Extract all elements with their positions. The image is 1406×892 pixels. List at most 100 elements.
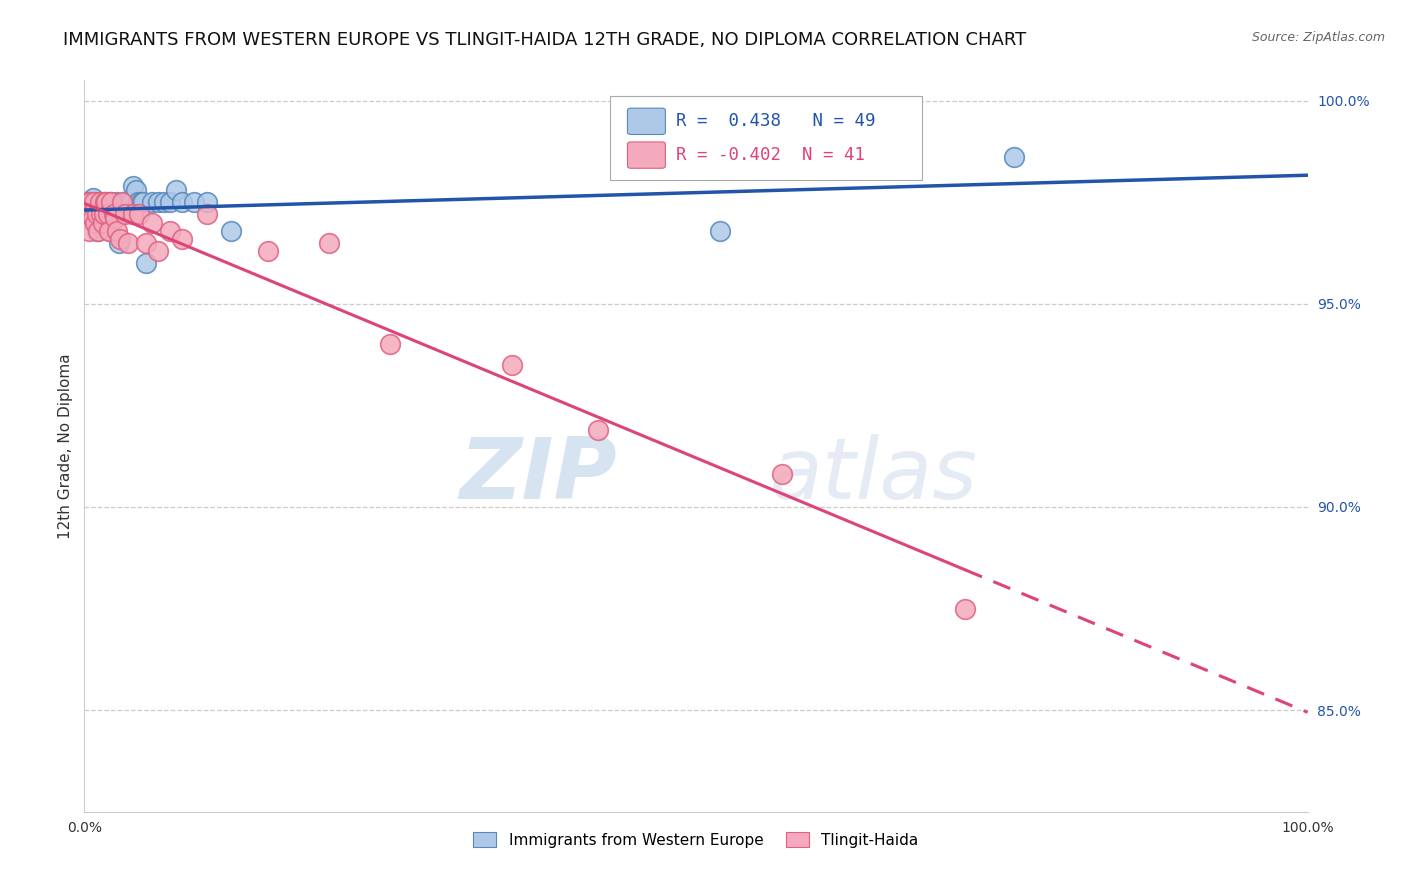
Point: [141, 215, 163, 229]
Point: [101, 207, 124, 221]
Legend: Immigrants from Western Europe, Tlingit-Haida: Immigrants from Western Europe, Tlingit-…: [465, 824, 927, 855]
Point: [90, 207, 112, 221]
Point: [77, 195, 100, 210]
Point: [502, 358, 524, 372]
Text: atlas: atlas: [769, 434, 977, 516]
Point: [219, 224, 242, 238]
Point: [159, 224, 181, 238]
Point: [100, 195, 122, 210]
Point: [122, 178, 145, 193]
Point: [172, 195, 194, 210]
FancyBboxPatch shape: [627, 108, 665, 135]
Point: [98, 224, 121, 238]
Point: [165, 183, 187, 197]
Point: [183, 195, 205, 210]
Point: [79, 195, 101, 210]
Point: [80, 207, 103, 221]
Point: [380, 337, 402, 351]
Point: [153, 195, 176, 210]
Point: [172, 232, 194, 246]
Point: [82, 191, 104, 205]
Text: IMMIGRANTS FROM WESTERN EUROPE VS TLINGIT-HAIDA 12TH GRADE, NO DIPLOMA CORRELATI: IMMIGRANTS FROM WESTERN EUROPE VS TLINGI…: [63, 31, 1026, 49]
Point: [318, 235, 340, 250]
Text: R =  0.438   N = 49: R = 0.438 N = 49: [676, 112, 876, 130]
Point: [122, 207, 145, 221]
Point: [83, 195, 105, 210]
Point: [953, 601, 976, 615]
Point: [141, 195, 163, 210]
Point: [86, 224, 108, 238]
Point: [129, 195, 152, 210]
Point: [83, 203, 105, 218]
Point: [97, 207, 120, 221]
Point: [105, 195, 128, 210]
Point: [105, 224, 128, 238]
Point: [112, 195, 135, 210]
Point: [159, 195, 181, 210]
Point: [195, 195, 218, 210]
Point: [105, 207, 128, 221]
Point: [117, 235, 139, 250]
Point: [146, 244, 169, 258]
Text: Source: ZipAtlas.com: Source: ZipAtlas.com: [1251, 31, 1385, 45]
Point: [125, 183, 148, 197]
Point: [108, 232, 131, 246]
Point: [770, 467, 793, 482]
Point: [87, 207, 110, 221]
Point: [127, 195, 149, 210]
Point: [586, 423, 609, 437]
Point: [104, 211, 127, 226]
Point: [117, 195, 139, 210]
Point: [115, 195, 138, 210]
Point: [100, 195, 122, 210]
Point: [89, 195, 111, 210]
Point: [97, 195, 120, 210]
Point: [77, 224, 100, 238]
Point: [135, 256, 157, 270]
Point: [77, 195, 100, 210]
Point: [110, 207, 132, 221]
Point: [79, 195, 101, 210]
Point: [1002, 151, 1025, 165]
Point: [93, 207, 115, 221]
Point: [89, 215, 111, 229]
Point: [103, 207, 125, 221]
Point: [82, 211, 104, 226]
Point: [90, 195, 112, 210]
Point: [84, 215, 107, 229]
Point: [114, 207, 136, 221]
Point: [86, 207, 108, 221]
Point: [84, 195, 107, 210]
Point: [87, 195, 110, 210]
FancyBboxPatch shape: [627, 142, 665, 169]
Text: R = -0.402  N = 41: R = -0.402 N = 41: [676, 146, 866, 164]
Text: ZIP: ZIP: [458, 434, 616, 516]
Point: [76, 211, 98, 226]
Point: [135, 235, 157, 250]
Point: [80, 195, 103, 210]
Point: [91, 215, 114, 229]
Point: [94, 207, 117, 221]
Point: [103, 199, 125, 213]
Point: [709, 224, 731, 238]
Point: [93, 195, 115, 210]
Y-axis label: 12th Grade, No Diploma: 12th Grade, No Diploma: [58, 353, 73, 539]
Point: [87, 224, 110, 238]
Point: [75, 207, 97, 221]
Point: [104, 211, 127, 226]
Point: [91, 211, 114, 226]
FancyBboxPatch shape: [610, 96, 922, 180]
Point: [96, 195, 118, 210]
Point: [107, 235, 129, 250]
Point: [97, 224, 120, 238]
Point: [111, 195, 134, 210]
Point: [257, 244, 280, 258]
Point: [195, 207, 218, 221]
Point: [128, 207, 150, 221]
Point: [120, 195, 142, 210]
Point: [77, 199, 100, 213]
Point: [94, 195, 117, 210]
Point: [96, 199, 118, 213]
Point: [132, 195, 155, 210]
Point: [76, 207, 98, 221]
